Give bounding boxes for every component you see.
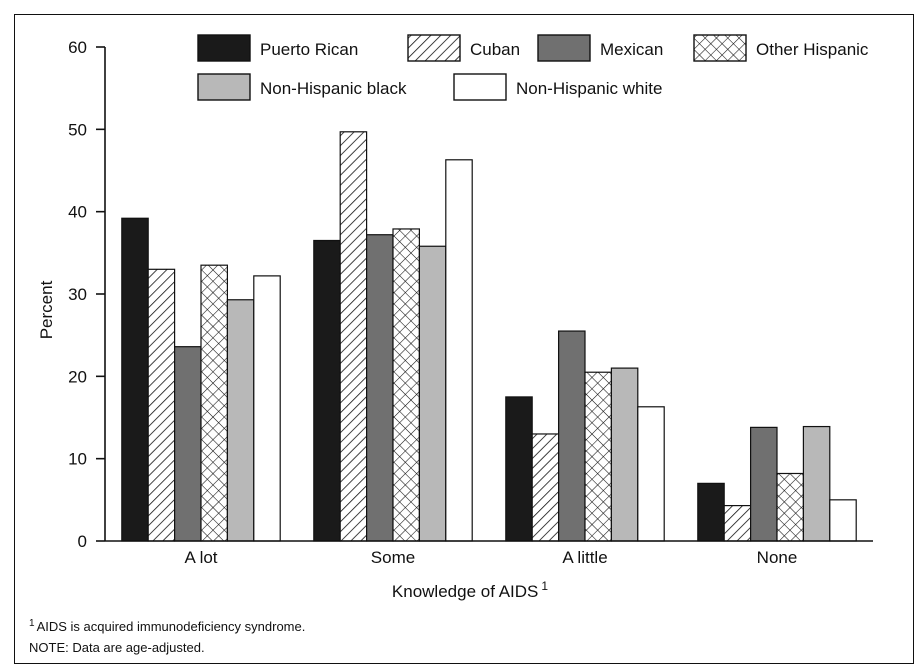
legend-swatch-puerto-rican <box>197 34 251 62</box>
bar-mexican-some <box>366 234 394 542</box>
bar-non-hispanic-white-a-lot <box>253 275 281 542</box>
x-tick-label: None <box>757 548 798 567</box>
legend-swatch-non-hispanic-black <box>197 73 251 101</box>
legend-swatch-non-hispanic-white <box>453 73 507 101</box>
footnote-1: 1 AIDS is acquired immunodeficiency syndr… <box>29 618 305 634</box>
bar-mexican-none <box>749 426 778 542</box>
bar-non-hispanic-white-some <box>445 159 473 542</box>
legend-label: Cuban <box>470 40 520 59</box>
bar-cuban-a-little <box>531 433 560 542</box>
y-tick-label: 50 <box>68 120 87 139</box>
legend-swatch-other-hispanic <box>693 34 747 62</box>
y-tick-label: 60 <box>68 38 87 57</box>
footnote-1-text: AIDS is acquired immunodeficiency syndro… <box>37 619 306 634</box>
legend-label: Puerto Rican <box>260 40 358 59</box>
bar-puerto-rican-a-little <box>505 396 533 542</box>
x-tick-label: A lot <box>184 548 217 567</box>
footnote-note: NOTE: Data are age-adjusted. <box>29 640 205 655</box>
legend-label: Mexican <box>600 40 663 59</box>
bar-non-hispanic-white-a-little <box>637 406 665 542</box>
legend: Puerto Rican Cuban Mexican Other Hispanic No… <box>197 34 869 101</box>
bar-other-hispanic-none <box>776 472 804 542</box>
x-axis-label: Knowledge of AIDS <box>392 582 538 601</box>
y-axis: 0 10 20 30 40 50 60 <box>68 38 106 551</box>
bar-puerto-rican-none <box>697 482 725 542</box>
x-tick-label: Some <box>371 548 415 567</box>
bar-cuban-a-lot <box>147 268 176 542</box>
bar-other-hispanic-a-little <box>584 371 612 542</box>
bar-mexican-a-lot <box>174 346 202 542</box>
x-axis-title: Knowledge of AIDS 1 <box>392 579 548 601</box>
bar-non-hispanic-black-a-lot <box>226 299 255 542</box>
y-axis-label: Percent <box>37 280 56 339</box>
bar-non-hispanic-black-a-little <box>610 367 639 542</box>
bar-non-hispanic-white-none <box>829 499 857 542</box>
bar-other-hispanic-a-lot <box>200 264 228 542</box>
x-axis-label-superscript: 1 <box>541 579 548 593</box>
bar-cuban-none <box>723 504 752 542</box>
legend-label: Other Hispanic <box>756 40 869 59</box>
legend-label: Non-Hispanic black <box>260 79 407 98</box>
legend-swatch-cuban <box>407 34 461 62</box>
y-tick-label: 10 <box>68 450 87 469</box>
bar-other-hispanic-some <box>392 228 420 542</box>
figure-frame: Percent 0 10 20 30 40 50 60 A lot Some A little N… <box>14 14 914 664</box>
x-axis: A lot Some A little None <box>105 540 873 567</box>
x-tick-label: A little <box>562 548 607 567</box>
bar-mexican-a-little <box>557 330 586 542</box>
bar-chart: Percent 0 10 20 30 40 50 60 A lot Some A little N… <box>29 34 873 655</box>
y-tick-label: 20 <box>68 367 87 386</box>
y-tick-label: 40 <box>68 203 87 222</box>
legend-label: Non-Hispanic white <box>516 79 662 98</box>
footnote-1-superscript: 1 <box>29 618 35 629</box>
bar-cuban-some <box>339 131 368 542</box>
bar-puerto-rican-some <box>313 239 341 542</box>
y-tick-label: 0 <box>78 532 87 551</box>
bars <box>121 131 857 542</box>
legend-swatch-mexican <box>537 34 591 62</box>
y-tick-label: 30 <box>68 285 87 304</box>
bar-non-hispanic-black-none <box>802 425 831 542</box>
bar-non-hispanic-black-some <box>418 245 447 542</box>
bar-puerto-rican-a-lot <box>121 217 149 542</box>
